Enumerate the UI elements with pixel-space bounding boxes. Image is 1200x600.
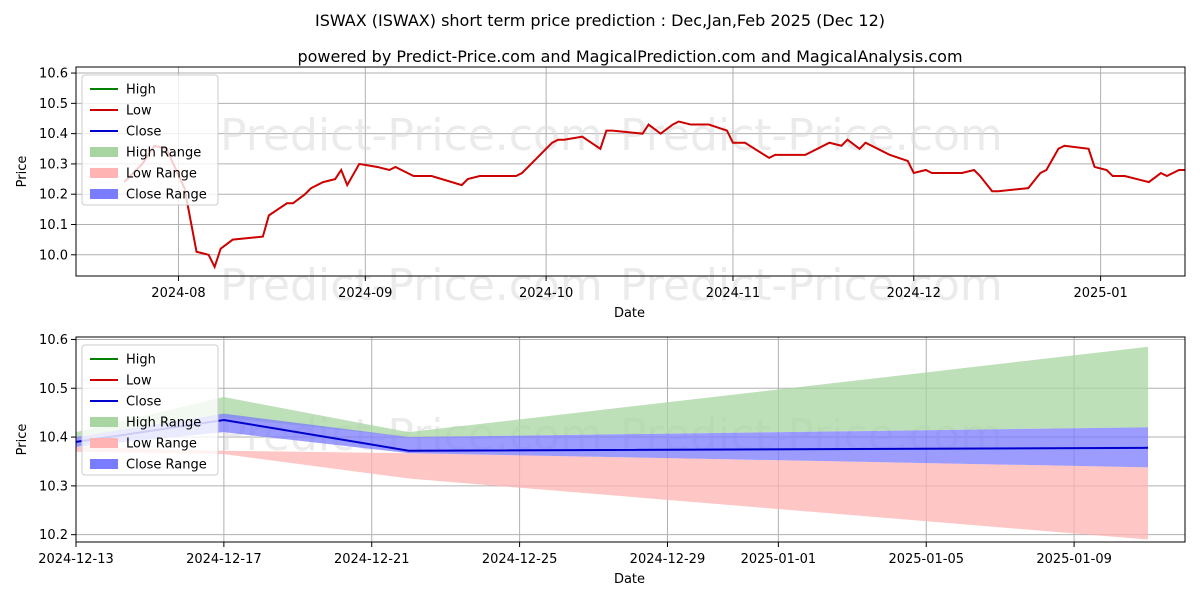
axes-frame (75, 66, 1186, 277)
chart-subtitle: powered by Predict-Price.com and Magical… (297, 47, 962, 66)
bottom-panel: Predict-Price.comPredict-Price.com2024-1… (15, 333, 1186, 587)
x-tick-label: 2024-12-13 (38, 552, 114, 567)
y-tick-label: 10.6 (39, 333, 68, 348)
y-tick-label: 10.4 (39, 431, 68, 446)
legend: High Low Close High Range Low Range Close Ran… (81, 344, 219, 476)
legend-high-range-swatch (90, 147, 118, 157)
y-tick-label: 10.3 (39, 157, 68, 172)
x-tick-label: 2024-12-25 (482, 552, 558, 567)
watermark-right: Predict-Price.com (620, 110, 1003, 161)
x-axis-label: Date (614, 572, 645, 587)
legend: High Low Close High Range Low Range Close Ran… (81, 74, 219, 206)
legend-high-label: High (126, 83, 156, 98)
low-range-band (76, 446, 1149, 540)
legend-close-range-label: Close Range (126, 458, 207, 473)
x-tick-label: 2024-11 (706, 286, 760, 301)
legend-close-range-swatch (90, 459, 118, 469)
legend-low-range-swatch (90, 438, 118, 448)
y-tick-label: 10.2 (39, 188, 68, 203)
watermark-left: Predict-Price.com (220, 110, 603, 161)
x-tick-label: 2025-01 (1073, 286, 1127, 301)
legend-close-label: Close (126, 125, 161, 140)
y-tick-label: 10.2 (39, 528, 68, 543)
close-range-band (76, 413, 1149, 468)
x-tick-label: 2025-01-01 (741, 552, 817, 567)
watermark-right: Predict-Price.com (620, 260, 1003, 311)
y-tick-label: 10.5 (39, 382, 68, 397)
legend-close-range-swatch (90, 189, 118, 199)
legend-close-label: Close (126, 395, 161, 410)
y-axis-label: Price (15, 424, 30, 456)
x-tick-label: 2024-10 (519, 286, 573, 301)
legend-low-range-label: Low Range (126, 167, 197, 182)
legend-low-label: Low (126, 104, 152, 119)
y-tick-label: 10.1 (39, 218, 68, 233)
x-tick-label: 2024-12-17 (186, 552, 262, 567)
y-tick-label: 10.0 (39, 248, 68, 263)
legend-high-range-label: High Range (126, 416, 201, 431)
y-tick-label: 10.6 (39, 67, 68, 82)
legend-close-range-label: Close Range (126, 188, 207, 203)
x-tick-label: 2024-08 (151, 286, 205, 301)
grid-lines (76, 67, 1185, 276)
top-panel: Predict-Price.com Predict-Price.com Predic… (15, 66, 1186, 321)
axes-frame (75, 336, 1186, 543)
legend-high-range-swatch (90, 417, 118, 427)
chart-title: ISWAX (ISWAX) short term price predictio… (315, 11, 885, 30)
x-tick-label: 2024-09 (338, 286, 392, 301)
x-axis-label: Date (614, 306, 645, 321)
legend-high-label: High (126, 353, 156, 368)
y-tick-label: 10.4 (39, 127, 68, 142)
x-tick-label: 2024-12-29 (630, 552, 706, 567)
legend-low-label: Low (126, 374, 152, 389)
high-range-band (76, 346, 1149, 438)
plot-area (123, 120, 1185, 270)
legend-high-range-label: High Range (126, 146, 201, 161)
x-tick-label: 2025-01-05 (888, 552, 964, 567)
y-tick-label: 10.3 (39, 479, 68, 494)
legend-low-range-swatch (90, 168, 118, 178)
x-tick-label: 2024-12-21 (334, 552, 410, 567)
legend-low-range-label: Low Range (126, 437, 197, 452)
y-tick-label: 10.5 (39, 97, 68, 112)
x-tick-label: 2025-01-09 (1036, 552, 1112, 567)
watermark-left: Predict-Price.com (220, 260, 603, 311)
y-axis-label: Price (15, 156, 30, 188)
low-series-line (123, 120, 1185, 270)
x-tick-label: 2024-12 (887, 286, 941, 301)
